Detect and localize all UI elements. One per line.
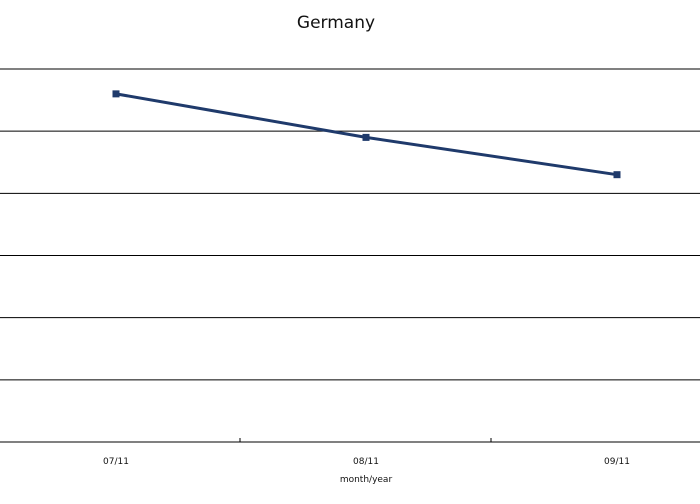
x-tick-labels: 07/11 08/11 09/11	[103, 457, 630, 467]
data-point-0-1	[362, 133, 370, 141]
series-line-group	[112, 90, 621, 179]
gridlines	[0, 68, 700, 443]
x-tick-label-1: 08/11	[353, 457, 379, 467]
data-point-0-2	[613, 171, 621, 179]
x-tick-label-0: 07/11	[103, 457, 129, 467]
data-point-0-0	[112, 90, 120, 98]
x-axis-label: month/year	[340, 475, 393, 485]
x-tick-label-2: 09/11	[604, 457, 630, 467]
chart-title: Germany	[297, 13, 375, 33]
x-axis	[239, 438, 492, 442]
